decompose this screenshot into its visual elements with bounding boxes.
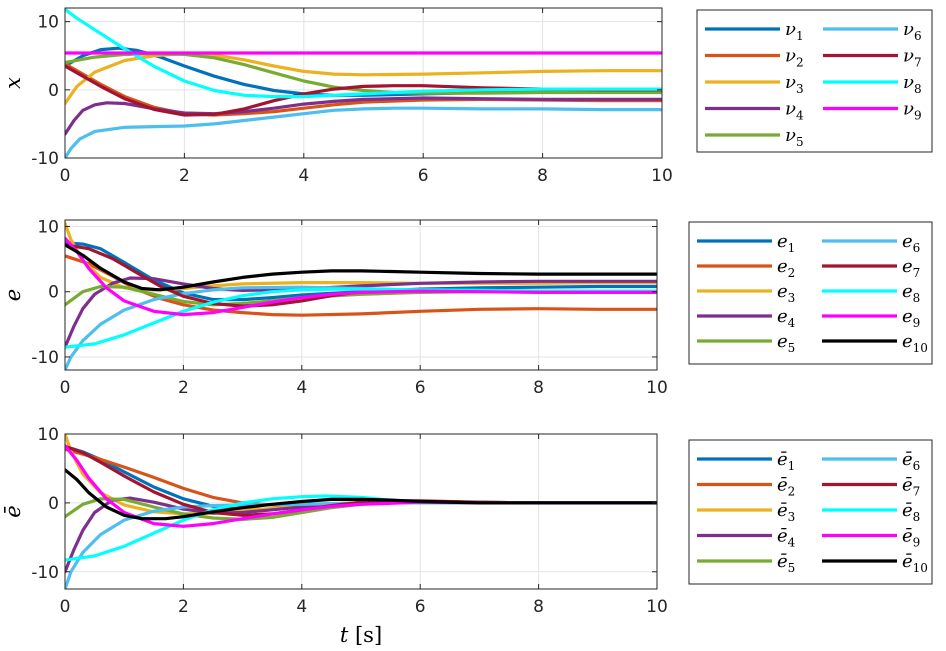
y-tick-label: 10 [37, 218, 59, 238]
x-tick-label: 8 [533, 378, 544, 398]
series-line-9 [65, 236, 657, 317]
legend-entry-5: ē5 [777, 551, 795, 575]
legend-entry-3: ē3 [777, 500, 795, 524]
x-tick-label: 8 [533, 597, 544, 617]
axes-frame [64, 7, 663, 159]
y-tick-label: -10 [31, 149, 59, 169]
x-tick-label: 6 [415, 378, 426, 398]
legend-entry-10: e10 [902, 331, 928, 355]
y-tick-label: 0 [48, 283, 59, 303]
legend-entry-4: e4 [777, 306, 796, 330]
legend-entry-7: e7 [902, 256, 920, 280]
legend-entry-4: ν4 [785, 99, 804, 123]
legend-entry-1: e1 [777, 231, 795, 255]
legend-entry-6: ē6 [902, 449, 920, 473]
y-tick-label: 10 [37, 425, 59, 445]
x-tick-label: 6 [415, 597, 426, 617]
y-tick-label: 10 [37, 13, 59, 33]
legend-entry-8: e8 [902, 281, 920, 305]
legend-entry-2: ν2 [785, 46, 804, 70]
y-axis-label: x [1, 77, 25, 89]
legend-entry-8: ν8 [903, 72, 922, 96]
legend-entry-3: e3 [777, 281, 795, 305]
legend-entry-1: ν1 [785, 19, 804, 43]
y-tick-label: 0 [48, 81, 59, 101]
legend-entry-9: ē9 [902, 526, 920, 550]
plot-area [65, 8, 662, 158]
y-axis-label: e [1, 289, 25, 301]
legend-box [688, 221, 933, 365]
series-line-10 [65, 468, 657, 521]
x-tick-label: 10 [651, 166, 673, 186]
legend-entry-5: e5 [777, 331, 795, 355]
series-group [65, 8, 662, 158]
series-line-3 [65, 221, 657, 292]
legend-entry-1: ē1 [777, 449, 795, 473]
x-tick-label: 2 [179, 166, 190, 186]
legend-entry-9: e9 [902, 306, 920, 330]
series-line-1 [65, 241, 657, 302]
x-tick-label: 4 [296, 378, 307, 398]
x-tick-label: 10 [646, 597, 668, 617]
x-tick-label: 2 [178, 597, 189, 617]
x-tick-label: 0 [60, 378, 71, 398]
legend-entry-8: ē8 [902, 500, 920, 524]
legend-entry-10: ē10 [902, 551, 928, 575]
series-line-3 [65, 52, 662, 106]
y-tick-label: -10 [31, 348, 59, 368]
legend-entry-5: ν5 [785, 125, 804, 149]
series-line-4 [65, 96, 662, 136]
x-tick-label: 0 [60, 166, 71, 186]
series-group [65, 434, 657, 589]
series-group [65, 221, 657, 370]
y-tick-label: -10 [31, 563, 59, 583]
y-axis-label: ē [1, 505, 25, 517]
legend-entry-6: e6 [902, 231, 920, 255]
legend-entry-7: ν7 [903, 46, 922, 70]
x-tick-label: 6 [418, 166, 429, 186]
x-tick-label: 4 [296, 597, 307, 617]
x-tick-label: 10 [646, 378, 668, 398]
legend-entry-2: ē2 [777, 475, 795, 499]
axes-frame [64, 433, 658, 590]
x-tick-label: 8 [537, 166, 548, 186]
legend-entry-6: ν6 [903, 19, 922, 43]
legend-entry-3: ν3 [785, 72, 804, 96]
y-tick-label: 0 [48, 494, 59, 514]
x-tick-label: 4 [298, 166, 309, 186]
x-axis-label: t [s] [340, 623, 382, 647]
x-tick-label: 2 [178, 378, 189, 398]
series-line-6 [65, 106, 662, 158]
legend-entry-2: e2 [777, 256, 795, 280]
legend-entry-9: ν9 [903, 99, 922, 123]
series-line-10 [65, 243, 657, 292]
series-line-8 [65, 8, 662, 99]
axes-frame [64, 219, 658, 371]
x-tick-label: 0 [60, 597, 71, 617]
legend-entry-7: ē7 [902, 475, 920, 499]
legend-entry-4: ē4 [777, 526, 796, 550]
